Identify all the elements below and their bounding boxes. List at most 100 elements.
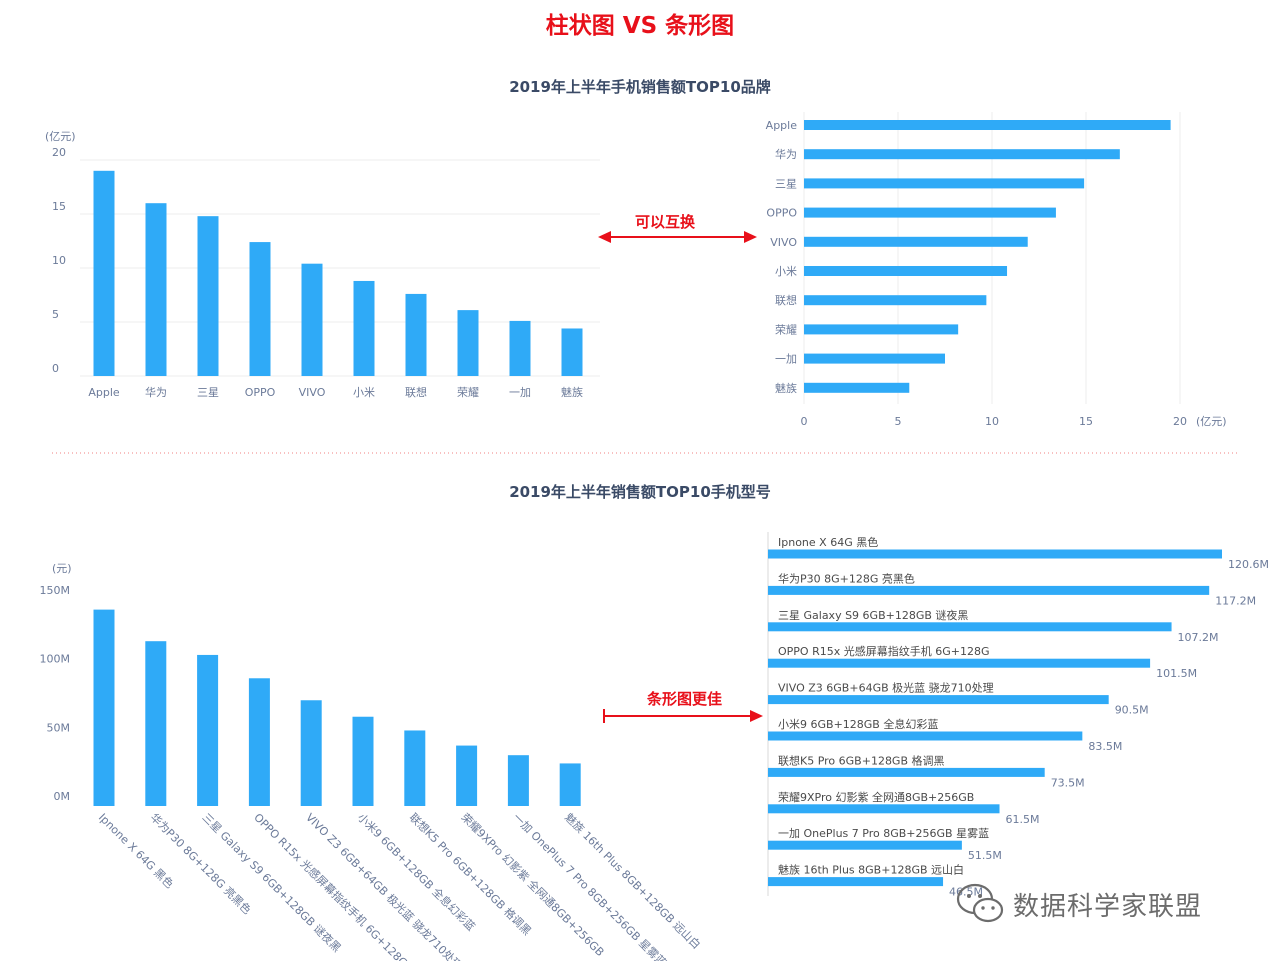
y-tick-label: 0M xyxy=(54,790,71,803)
y-tick-label: 20 xyxy=(52,146,66,159)
bar xyxy=(559,763,581,806)
bar xyxy=(768,622,1172,632)
category-label: 小米9 6GB+128GB 全息幻彩蓝 xyxy=(778,717,938,731)
x-tick-label: 华为P30 8G+128G 亮黑色 xyxy=(148,810,255,917)
arrow-head-right xyxy=(744,231,757,243)
x-tick-label: 联想 xyxy=(405,385,427,399)
bar xyxy=(804,120,1171,130)
decorations xyxy=(52,231,1238,723)
y-tick-label: 0 xyxy=(52,362,59,375)
arrow-head-right-2 xyxy=(750,710,763,722)
brands-bar-unit: (亿元) xyxy=(1196,415,1227,428)
y-tick-label: 50M xyxy=(47,721,71,734)
bar xyxy=(804,178,1085,189)
category-label: 魅族 16th Plus 8GB+128GB 远山白 xyxy=(778,863,964,877)
bar xyxy=(145,203,167,376)
data-label: 101.5M xyxy=(1156,667,1197,680)
data-label: 120.6M xyxy=(1228,558,1269,571)
category-label: VIVO Z3 6GB+64GB 极光蓝 骁龙710处理 xyxy=(778,681,994,695)
data-label: 83.5M xyxy=(1088,740,1122,753)
x-tick-label: Apple xyxy=(88,386,120,399)
bar xyxy=(804,266,1008,276)
bar xyxy=(93,170,115,376)
y-tick-label: 15 xyxy=(52,200,66,213)
x-tick-label: 5 xyxy=(895,415,902,428)
arrow-head-left xyxy=(598,231,611,243)
bar xyxy=(768,549,1222,559)
bar xyxy=(768,767,1045,777)
brands-column-chart: (亿元) 0 5 10 15 20 Apple 华为 三星 OPPO VIVO 小米 联想 荣耀 一加 魅族 xyxy=(45,130,600,399)
x-tick-label: 20 xyxy=(1173,415,1187,428)
data-label: 61.5M xyxy=(1006,813,1040,826)
bar xyxy=(561,328,583,376)
x-tick-label: 魅族 xyxy=(561,385,583,399)
x-tick-label: 一加 xyxy=(509,386,531,399)
bar xyxy=(768,804,1000,814)
y-tick-label: OPPO xyxy=(766,207,797,220)
data-label: 117.2M xyxy=(1215,594,1256,607)
x-tick-label: OPPO xyxy=(245,386,276,399)
y-tick-label: 150M xyxy=(40,584,71,597)
bar xyxy=(197,216,219,376)
bar xyxy=(352,716,374,806)
x-tick-label: 华为 xyxy=(145,385,167,399)
x-tick-label: 10 xyxy=(985,415,999,428)
bar xyxy=(804,382,910,393)
bar xyxy=(249,242,271,376)
bar xyxy=(804,149,1120,160)
data-label: 107.2M xyxy=(1178,631,1219,644)
bar xyxy=(300,700,322,806)
category-label: 联想K5 Pro 6GB+128GB 格调黑 xyxy=(778,753,945,767)
bar xyxy=(768,585,1210,595)
bar xyxy=(405,293,427,376)
y-tick-label: 联想 xyxy=(775,293,797,307)
y-tick-label: 5 xyxy=(52,308,59,321)
y-tick-label: 魅族 xyxy=(775,381,797,395)
y-tick-label: 一加 xyxy=(775,353,797,366)
bar xyxy=(804,207,1056,218)
category-label: 荣耀9XPro 幻影紫 全网通8GB+256GB xyxy=(778,790,974,804)
bar xyxy=(804,236,1028,247)
x-tick-label: 小米 xyxy=(353,386,375,399)
category-label: OPPO R15x 光感屏幕指纹手机 6G+128G xyxy=(778,644,989,658)
page-title: 柱状图 VS 条形图 xyxy=(545,13,735,39)
bar xyxy=(768,695,1109,705)
bar xyxy=(804,324,959,335)
x-tick-label: 15 xyxy=(1079,415,1093,428)
models-chart-title: 2019年上半年销售额TOP10手机型号 xyxy=(509,483,771,501)
interchangeable-label: 可以互换 xyxy=(635,213,696,231)
data-label: 73.5M xyxy=(1051,776,1085,789)
category-label: Ipnone X 64G 黑色 xyxy=(778,535,878,549)
category-label: 三星 Galaxy S9 6GB+128GB 谜夜黑 xyxy=(778,608,968,622)
data-label: 51.5M xyxy=(968,849,1002,862)
category-label: 华为P30 8G+128G 亮黑色 xyxy=(778,571,915,585)
y-tick-label: VIVO xyxy=(770,236,797,249)
bar xyxy=(404,730,426,806)
bar xyxy=(804,353,945,364)
brands-chart-title: 2019年上半年手机销售额TOP10品牌 xyxy=(509,78,771,96)
y-tick-label: Apple xyxy=(766,119,798,132)
bar xyxy=(145,641,167,806)
bar xyxy=(457,310,479,376)
bar xyxy=(456,745,478,806)
bar xyxy=(197,654,219,806)
bar xyxy=(353,280,375,376)
bar xyxy=(768,840,962,850)
models-bar-chart: Ipnone X 64G 黑色 120.6M 华为P30 8G+128G 亮黑色 11… xyxy=(767,532,1269,899)
watermark-text: 数据科学家联盟 xyxy=(1013,891,1203,922)
models-column-unit: (元) xyxy=(52,562,72,575)
y-tick-label: 三星 xyxy=(775,177,797,190)
bar xyxy=(768,877,944,887)
bar xyxy=(301,263,323,376)
brands-column-unit: (亿元) xyxy=(45,130,76,143)
y-tick-label: 小米 xyxy=(775,265,797,278)
x-tick-label: 荣耀 xyxy=(457,386,479,399)
y-tick-label: 荣耀 xyxy=(775,323,797,336)
wechat-icon xyxy=(956,883,1004,923)
x-tick-label: VIVO xyxy=(299,386,326,399)
data-label: 90.5M xyxy=(1115,704,1149,717)
bar xyxy=(804,295,987,306)
x-tick-label: 三星 xyxy=(197,386,219,399)
